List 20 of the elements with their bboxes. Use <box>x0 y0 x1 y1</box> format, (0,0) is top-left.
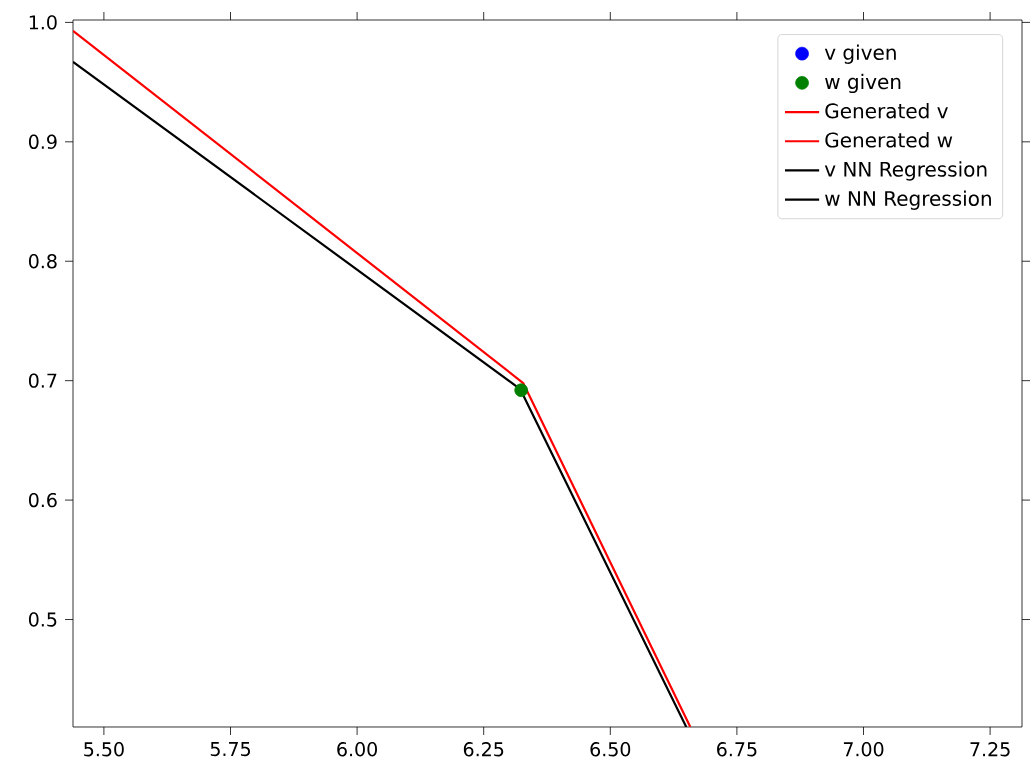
legend-label: Generated v <box>825 102 948 119</box>
x-tick-label: 6.25 <box>463 742 504 757</box>
y-tick-label: 0.7 <box>28 373 57 388</box>
x-tick-label: 6.00 <box>337 742 377 757</box>
x-tick-label: 7.25 <box>970 742 1010 757</box>
legend-label: Generated w <box>825 132 953 148</box>
y-tick-label: 0.9 <box>28 134 57 150</box>
legend-label: w NN Regression <box>825 190 991 210</box>
x-tick-label: 5.75 <box>210 742 250 757</box>
y-tick-label: 0.8 <box>28 254 57 269</box>
y-tick-label: 0.5 <box>28 612 57 627</box>
legend-label: v NN Regression <box>824 161 987 181</box>
y-tick-label: 0.6 <box>28 492 57 508</box>
x-tick-label: 5.50 <box>84 742 124 757</box>
legend-label: v given <box>824 44 896 64</box>
x-tick-label: 6.75 <box>717 742 757 757</box>
y-tick-label: 1.0 <box>29 15 57 30</box>
x-tick-label: 7.00 <box>843 742 884 757</box>
legend-label: w given <box>825 73 901 94</box>
x-tick-label: 6.50 <box>590 742 631 757</box>
